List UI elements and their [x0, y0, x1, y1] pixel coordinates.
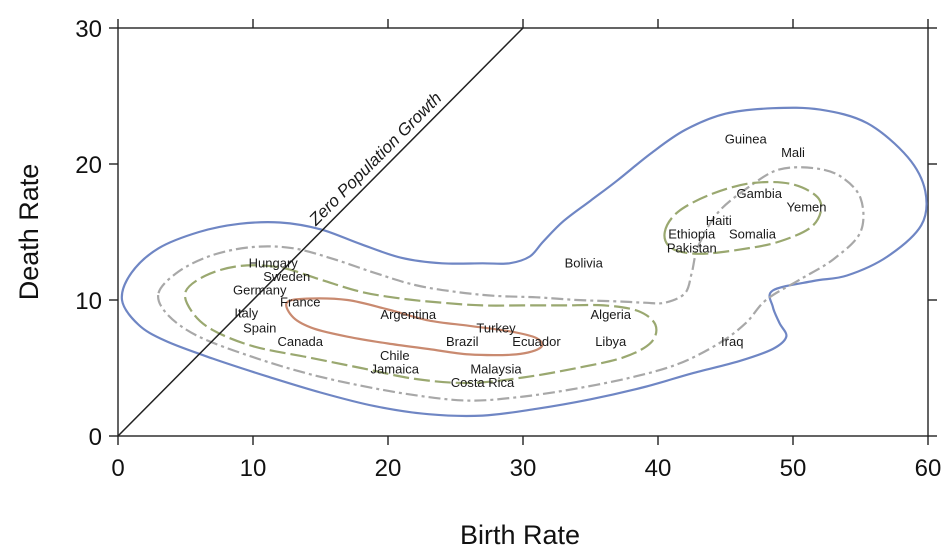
y-tick-label: 30: [75, 16, 102, 43]
y-tick-label: 20: [75, 152, 102, 179]
y-tick-label: 0: [89, 424, 102, 451]
contour-3: [183, 264, 658, 385]
country-label: Ethiopia: [668, 227, 716, 242]
plot-area: [117, 27, 929, 437]
country-label: Spain: [243, 321, 276, 336]
country-label: Canada: [277, 334, 323, 349]
x-tick-label: 20: [375, 455, 402, 482]
country-label: Hungary: [249, 255, 299, 270]
country-label: France: [280, 295, 320, 310]
country-label: Germany: [233, 282, 287, 297]
y-axis: 0 10 20 30: [75, 16, 937, 451]
country-label: Iraq: [721, 334, 743, 349]
country-label: Guinea: [725, 132, 768, 147]
x-axis-title: Birth Rate: [460, 520, 580, 550]
x-tick-label: 10: [240, 455, 267, 482]
contour-1: [120, 106, 928, 418]
country-label: Costa Rica: [451, 375, 515, 390]
country-label: Haiti: [706, 213, 732, 228]
x-tick-label: 0: [111, 455, 124, 482]
country-label: Algeria: [591, 307, 632, 322]
x-axis: 0 10 20 30 40 50 60: [111, 19, 941, 482]
country-label: Brazil: [446, 334, 479, 349]
x-tick-label: 40: [645, 455, 672, 482]
country-label: Pakistan: [667, 240, 717, 255]
country-label: Gambia: [736, 186, 782, 201]
country-label: Chile: [380, 348, 410, 363]
country-label: Bolivia: [565, 255, 604, 270]
country-label: Somalia: [729, 227, 777, 242]
country-label: Italy: [234, 306, 258, 321]
y-axis-title: Death Rate: [14, 164, 44, 301]
x-tick-label: 60: [915, 455, 942, 482]
country-label: Malaysia: [470, 361, 522, 376]
x-tick-label: 50: [780, 455, 807, 482]
contour-2: [157, 166, 865, 402]
y-tick-label: 10: [75, 288, 102, 315]
country-label: Ecuador: [512, 334, 561, 349]
contour-4: [663, 180, 823, 255]
country-label: Argentina: [380, 307, 436, 322]
country-label: Mali: [781, 145, 805, 160]
zero-population-growth-line: [117, 27, 524, 437]
country-label: Jamaica: [371, 361, 420, 376]
x-tick-label: 30: [510, 455, 537, 482]
country-label: Yemen: [787, 200, 827, 215]
country-label: Sweden: [263, 269, 310, 284]
contour-5: [285, 297, 544, 357]
country-label: Libya: [595, 334, 627, 349]
country-label: Turkey: [476, 321, 516, 336]
density-contours: [120, 106, 928, 418]
